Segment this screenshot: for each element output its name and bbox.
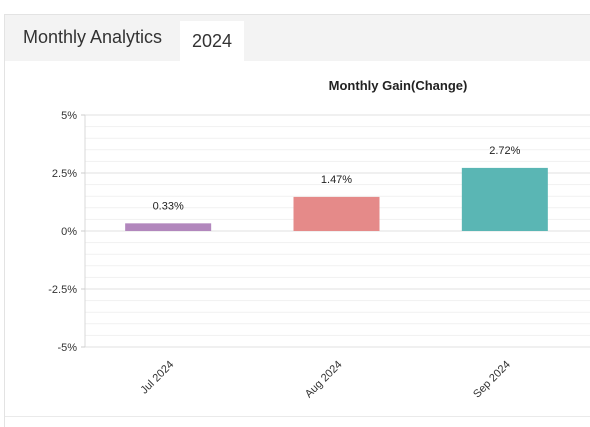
axes: [81, 114, 86, 348]
y-tick-label: 0%: [61, 226, 77, 238]
x-tick-labels: Jul 2024 Aug 2024 Sep 2024: [138, 359, 513, 401]
y-tick-label: 5%: [61, 110, 77, 122]
bars: [125, 167, 548, 231]
bar-jul-2024[interactable]: [125, 223, 212, 231]
y-tick-labels: 5% 2.5% 0% -2.5% -5%: [48, 110, 77, 354]
y-tick-label: -5%: [57, 342, 77, 354]
tab-bar: Monthly Analytics 2024: [5, 15, 590, 61]
y-tick-label: 2.5%: [52, 168, 77, 180]
data-label: 2.72%: [489, 145, 520, 157]
chart-title: Monthly Gain(Change): [329, 78, 468, 93]
y-tick-label: -2.5%: [48, 284, 77, 296]
data-label: 1.47%: [321, 174, 352, 186]
bar-aug-2024[interactable]: [293, 196, 380, 231]
bar-sep-2024[interactable]: [461, 167, 548, 231]
x-tick-label: Aug 2024: [303, 359, 345, 401]
tab-year-2024[interactable]: 2024: [180, 21, 244, 61]
footer-divider: [5, 416, 590, 417]
grid: [85, 114, 590, 348]
x-tick-label: Sep 2024: [471, 359, 513, 401]
widget-title: Monthly Analytics: [23, 27, 163, 47]
data-label: 0.33%: [153, 200, 184, 212]
x-tick-label: Jul 2024: [138, 359, 176, 397]
data-labels: 0.33% 1.47% 2.72%: [153, 145, 521, 212]
